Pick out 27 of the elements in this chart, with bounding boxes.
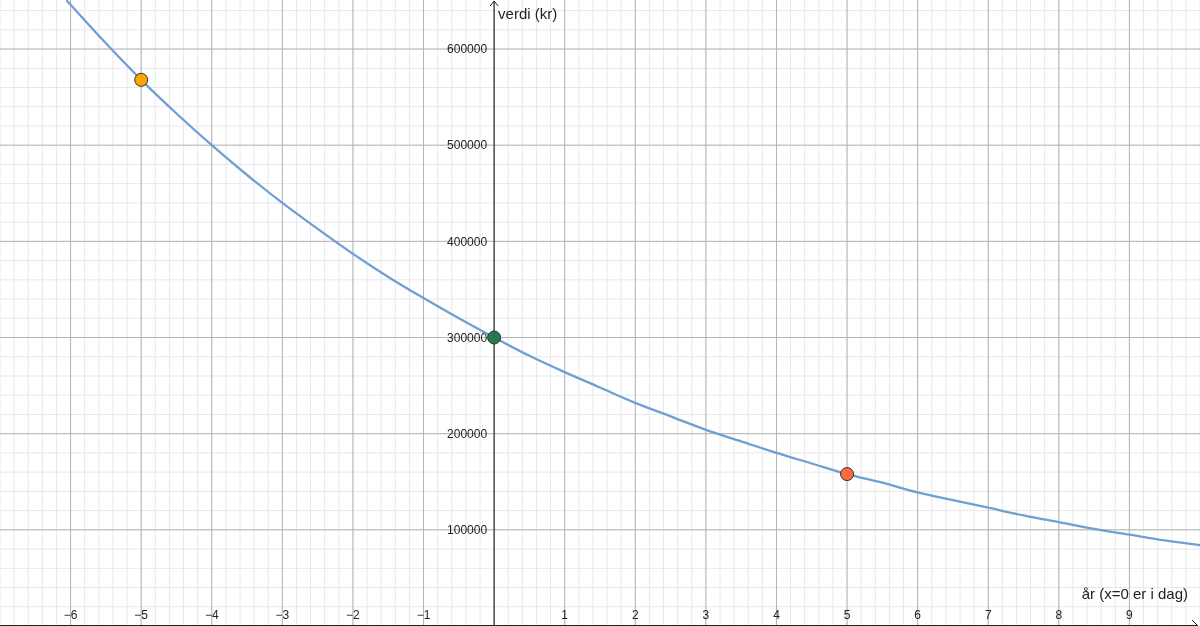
- x-tick-label: 1: [561, 608, 569, 623]
- point: [134, 72, 149, 87]
- point: [487, 330, 502, 345]
- x-tick-label: 4: [773, 608, 781, 623]
- x-axis-title: år (x=0 er i dag): [1081, 585, 1188, 602]
- y-axis-title: verdi (kr): [498, 5, 558, 22]
- x-tick-label: 3: [702, 608, 710, 623]
- x-tick-label: 2: [631, 608, 639, 623]
- x-tick-label: 5: [843, 608, 851, 623]
- x-tick-label: 9: [1126, 608, 1134, 623]
- x-tick-label: −3: [275, 608, 290, 623]
- y-tick-label: 300000: [447, 330, 488, 345]
- y-tick-label: 100000: [447, 523, 488, 538]
- point: [840, 467, 855, 482]
- line-series: [65, 0, 1200, 547]
- y-tick-label: 500000: [447, 138, 488, 153]
- x-tick-label: −2: [346, 608, 361, 623]
- y-tick-label: 600000: [447, 42, 488, 57]
- x-tick-label: −4: [204, 608, 219, 623]
- x-tick-label: 6: [914, 608, 922, 623]
- x-tick-label: −1: [416, 608, 431, 623]
- y-tick-label: 400000: [447, 234, 488, 249]
- y-tick-label: 200000: [447, 426, 488, 441]
- x-tick-label: 7: [984, 608, 992, 623]
- x-tick-label: 8: [1055, 608, 1063, 623]
- x-tick-label: −5: [134, 608, 149, 623]
- x-tick-label: −6: [63, 608, 78, 623]
